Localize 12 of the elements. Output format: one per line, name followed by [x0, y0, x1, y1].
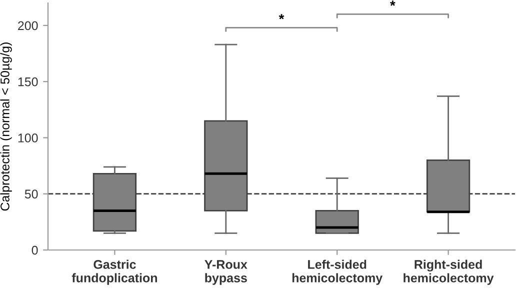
y-tick-label: 150	[18, 77, 38, 86]
x-tick-label: Left-sided hemicolectomy	[292, 260, 383, 285]
annotation: *	[278, 14, 284, 20]
y-tick-label: 200	[18, 21, 38, 30]
annotation: *	[390, 0, 396, 6]
x-tick-label: Right-sided hemicolectomy	[404, 260, 494, 285]
y-tick-label: 50	[24, 190, 38, 199]
y-tick-label: 100	[18, 134, 38, 142]
x-tick-label: Gastric fundoplication	[72, 260, 157, 285]
y-tick-label: 0	[32, 246, 38, 255]
x-tick-label: Y-Roux bypass	[204, 260, 248, 285]
y-axis-title: Calprotectin (normal < 50µg/g)	[0, 42, 12, 211]
